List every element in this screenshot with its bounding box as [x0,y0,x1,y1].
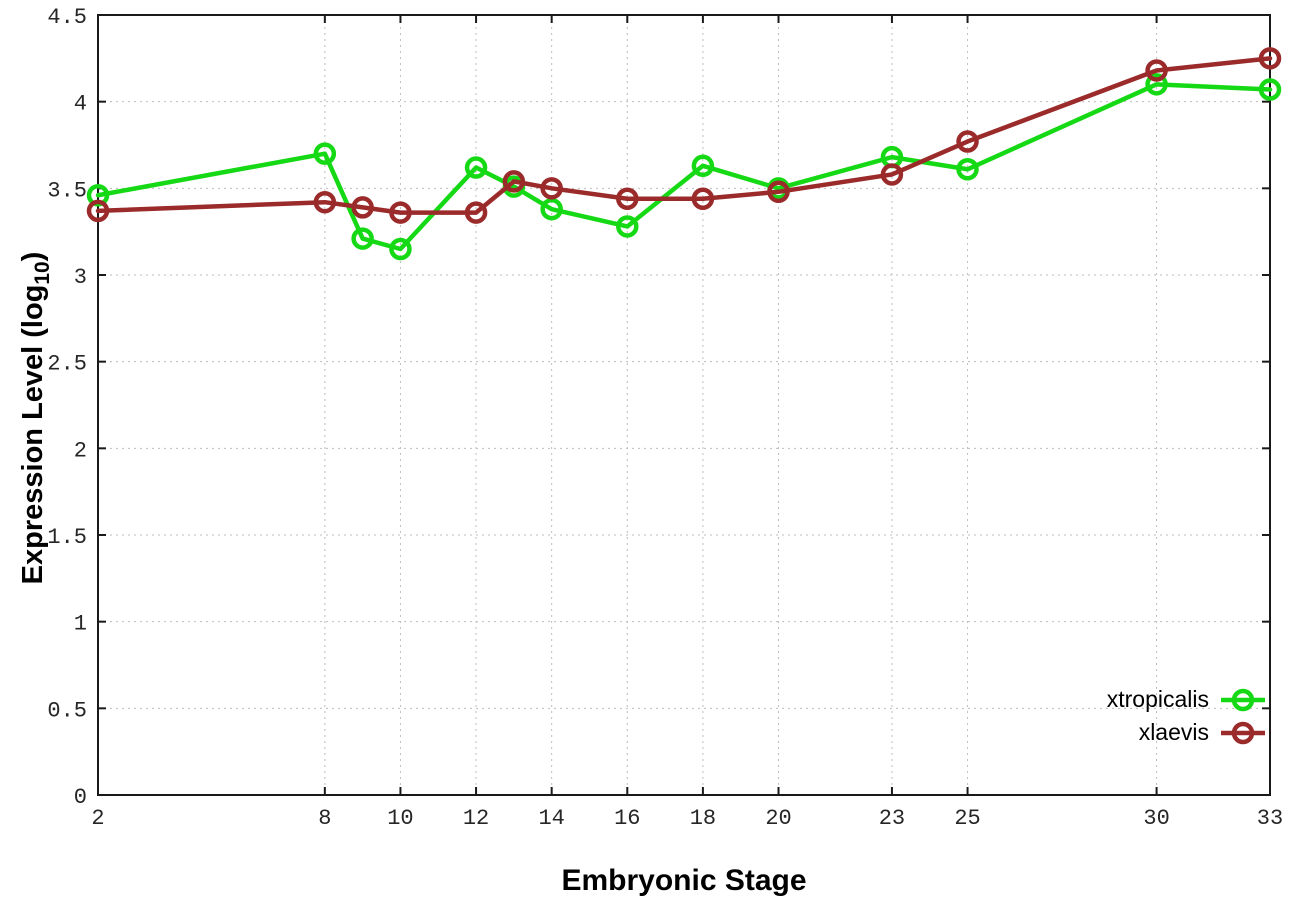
data-point-marker [691,187,715,210]
legend-marker-icon [1221,688,1265,711]
data-point-marker [86,199,110,223]
data-point-marker [691,154,715,178]
y-tick-label: 0.5 [47,698,87,723]
legend-label: xlaevis [1138,719,1209,745]
y-axis-title-suffix: ) [17,251,50,262]
x-tick-label: 16 [614,806,640,831]
plot-border [97,14,1271,796]
legend-label: xtropicalis [1106,686,1209,712]
data-point-marker [313,142,337,165]
y-tick-label: 2 [74,438,87,463]
tick-marks [97,14,1271,796]
data-point-marker [389,237,412,261]
data-point-marker [502,170,526,193]
data-point-marker [767,180,790,204]
y-tick-label: 3.5 [47,178,87,203]
y-tick-label: 2.5 [47,352,87,377]
legend-item-xtropicalis: xtropicalis [1107,683,1266,716]
legend-marker-icon [1221,721,1265,744]
data-point-marker [389,201,412,224]
y-tick-label: 4.5 [47,5,87,30]
gridlines [97,14,1271,796]
y-axis-title-text: Expression Level (log [17,284,50,585]
data-point-marker [1145,73,1168,96]
data-point-marker [1258,47,1282,70]
data-point-marker [351,196,374,219]
data-point-marker [464,156,488,179]
data-point-marker [1258,78,1282,101]
data-point-marker [351,227,374,250]
y-axis-title-subscript: 10 [30,261,54,285]
x-tick-label: 33 [1257,806,1283,831]
series-line [95,56,1273,215]
y-tick-label: 0 [74,785,87,810]
tick-labels: 2 8 10 12 14 16 18 20 23 25 30 33 0 0.5 1 1.5 2 2.5 3 3.5 4 4… [47,5,1283,831]
x-tick-label: 30 [1143,806,1169,831]
x-tick-label: 2 [91,806,104,831]
series-xtropicalis [86,73,1282,261]
x-tick-label: 20 [765,806,791,831]
data-point-marker [616,187,639,210]
legend-item-xlaevis: xlaevis [1107,716,1266,749]
x-tick-label: 10 [387,806,413,831]
y-tick-label: 1.5 [47,525,87,550]
data-point-marker [1145,59,1168,82]
series-xlaevis [86,47,1282,224]
data-point-marker [540,177,563,200]
y-tick-label: 1 [74,612,87,637]
x-tick-label: 25 [954,806,980,831]
y-tick-label: 3 [74,265,87,290]
data-point-marker [313,190,337,214]
x-tick-label: 12 [463,806,489,831]
x-tick-label: 23 [879,806,905,831]
data-point-marker [616,215,639,238]
legend: xtropicalis xlaevis [1107,683,1266,749]
data-point-marker [86,184,110,207]
data-point-marker [880,163,904,186]
data-point-marker [464,201,488,224]
data-point-marker [540,197,563,221]
x-tick-label: 8 [318,806,331,831]
y-axis-title: Expression Level (log10) [17,252,55,585]
x-tick-label: 18 [690,806,716,831]
data-point-marker [956,158,979,181]
y-tick-label: 4 [74,92,87,117]
series-line [95,82,1273,252]
data-point-marker [956,130,979,153]
x-axis-title: Embryonic Stage [561,864,807,897]
x-tick-label: 14 [538,806,564,831]
